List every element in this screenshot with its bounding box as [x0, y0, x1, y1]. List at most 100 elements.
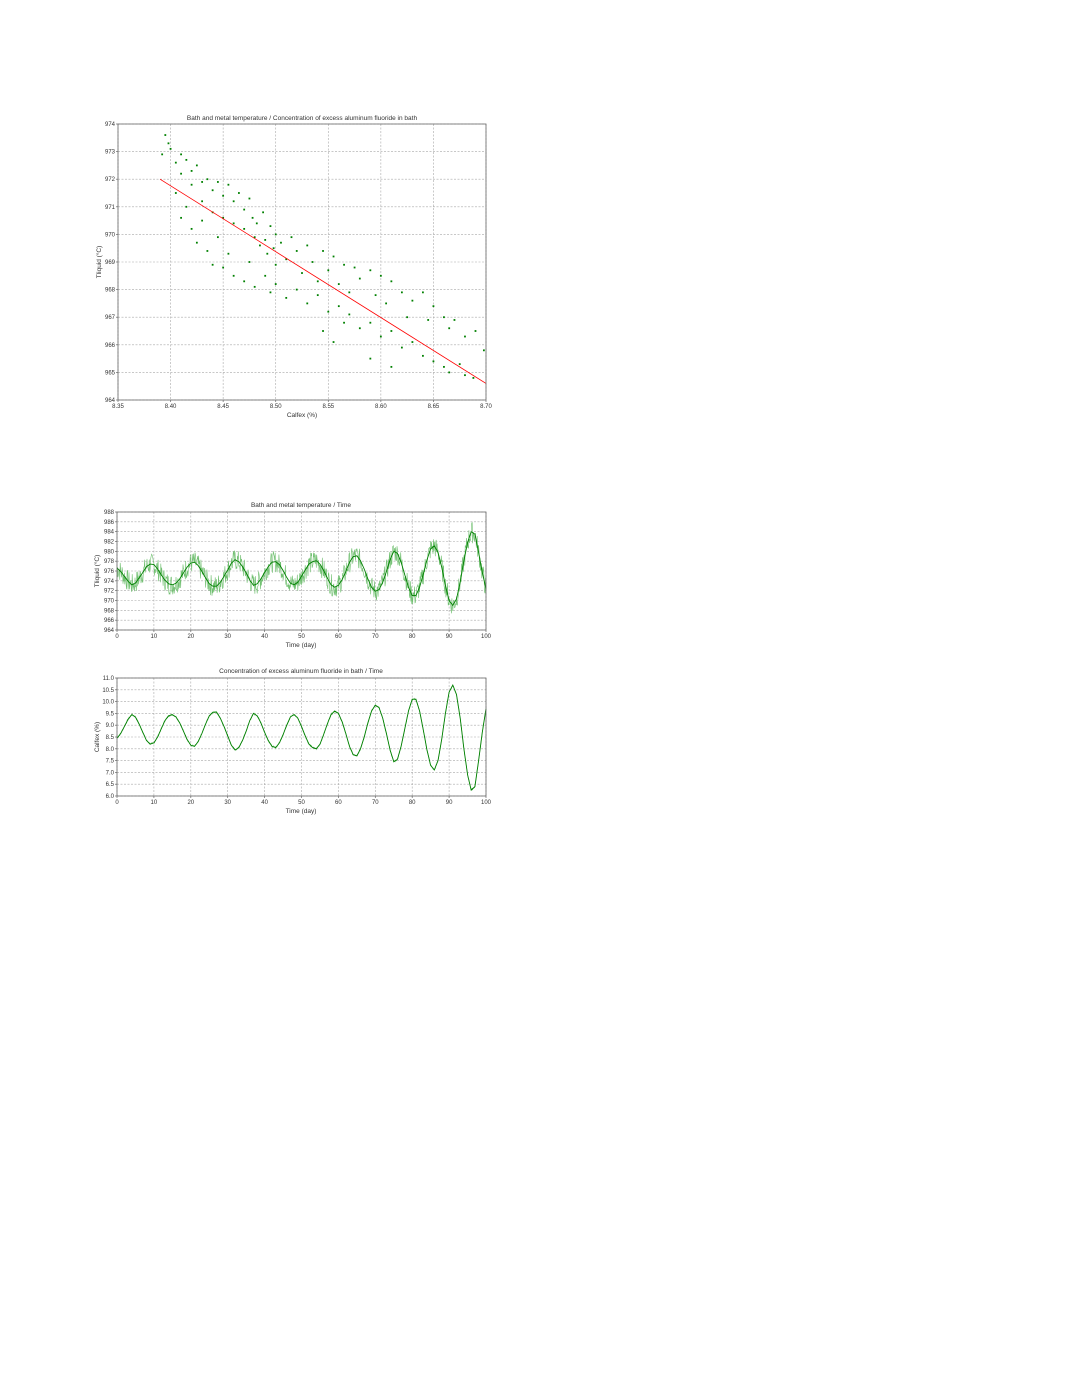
data-point: [464, 374, 466, 377]
scatter-chart-temp-vs-calfex: Bath and metal temperature / Concentrati…: [95, 115, 492, 419]
data-point: [180, 172, 182, 175]
data-point: [443, 316, 445, 319]
data-point: [262, 211, 264, 214]
chart-title: Bath and metal temperature / Concentrati…: [187, 115, 418, 122]
data-point: [385, 302, 388, 305]
x-tick-label: 50: [298, 800, 305, 806]
x-tick-label: 70: [372, 634, 379, 640]
data-point: [211, 189, 214, 192]
x-tick-label: 90: [446, 800, 453, 806]
x-axis-label: Calfex (%): [287, 412, 317, 419]
x-tick-label: 40: [261, 634, 268, 640]
data-point: [248, 197, 251, 200]
data-point: [458, 363, 461, 366]
data-point: [358, 327, 361, 330]
x-tick-label: 60: [335, 634, 342, 640]
x-tick-label: 40: [261, 800, 268, 806]
x-tick-label: 60: [335, 800, 342, 806]
data-point: [253, 285, 256, 288]
data-point: [406, 316, 409, 319]
data-point: [264, 274, 267, 277]
data-point: [411, 299, 414, 302]
y-tick-label: 984: [104, 530, 115, 536]
data-point: [337, 305, 340, 308]
data-point: [211, 263, 214, 266]
data-point: [227, 183, 230, 186]
data-point: [343, 263, 345, 266]
data-point: [190, 183, 193, 186]
data-point: [472, 377, 475, 379]
y-axis-label: Tliquid (°C): [95, 246, 103, 279]
x-tick-label: 30: [224, 634, 231, 640]
data-point: [327, 310, 330, 313]
plot-frame: [117, 123, 487, 401]
data-point: [243, 280, 246, 283]
y-tick-label: 6.0: [106, 794, 115, 800]
data-point: [411, 341, 414, 343]
data-point: [311, 261, 314, 263]
data-point: [358, 277, 361, 280]
data-point: [322, 250, 324, 252]
data-point: [464, 335, 466, 338]
data-point: [332, 341, 335, 343]
data-point: [216, 236, 219, 239]
data-point: [222, 216, 225, 219]
data-point: [453, 319, 456, 321]
data-point: [343, 321, 345, 324]
data-point: [251, 216, 254, 219]
x-tick-label: 80: [409, 634, 416, 640]
y-axis-label: Tliquid (°C): [93, 555, 101, 588]
data-point: [201, 181, 204, 183]
data-point: [390, 365, 393, 368]
y-tick-label: 965: [105, 370, 116, 376]
y-tick-label: 970: [104, 599, 115, 605]
chart-title: Bath and metal temperature / Time: [251, 502, 351, 509]
data-point: [195, 164, 198, 167]
x-tick-label: 20: [187, 634, 194, 640]
data-point: [169, 147, 172, 150]
data-point: [448, 327, 451, 330]
x-tick-label: 30: [224, 800, 231, 806]
y-tick-label: 968: [105, 288, 116, 294]
y-tick-label: 971: [105, 205, 116, 211]
data-point: [180, 216, 182, 219]
x-tick-label: 8.70: [480, 404, 492, 410]
data-point: [264, 239, 267, 241]
data-point: [164, 134, 167, 136]
data-point: [167, 142, 170, 145]
x-tick-label: 70: [372, 800, 379, 806]
data-point: [353, 266, 356, 269]
data-point: [232, 274, 235, 277]
plot-frame: [116, 511, 487, 631]
data-point: [348, 291, 351, 294]
x-tick-label: 10: [151, 634, 158, 640]
data-point: [269, 291, 272, 294]
data-point: [448, 371, 451, 374]
chart-title: Concentration of excess aluminum fluorid…: [219, 668, 383, 675]
y-tick-label: 8.5: [106, 735, 115, 741]
y-tick-label: 973: [105, 150, 116, 156]
x-tick-label: 50: [298, 634, 305, 640]
data-point: [432, 305, 435, 308]
data-point: [274, 263, 277, 266]
series-line: [116, 531, 487, 607]
y-tick-label: 972: [104, 589, 115, 595]
data-point: [243, 208, 246, 211]
x-tick-label: 8.65: [428, 404, 440, 410]
data-point: [161, 153, 164, 156]
data-point: [374, 294, 377, 297]
y-tick-label: 10.0: [102, 700, 114, 706]
line-chart-calfex-vs-time: Concentration of excess aluminum fluorid…: [94, 668, 492, 815]
x-tick-label: 80: [409, 800, 416, 806]
data-point: [482, 349, 485, 352]
data-point: [185, 205, 188, 208]
x-tick-label: 0: [115, 800, 119, 806]
data-point: [369, 357, 372, 360]
y-tick-label: 968: [104, 608, 115, 614]
data-point: [185, 158, 188, 161]
x-axis-label: Time (day): [286, 642, 317, 649]
data-point: [332, 255, 335, 258]
data-point: [390, 280, 393, 283]
regression-line: [159, 178, 487, 384]
